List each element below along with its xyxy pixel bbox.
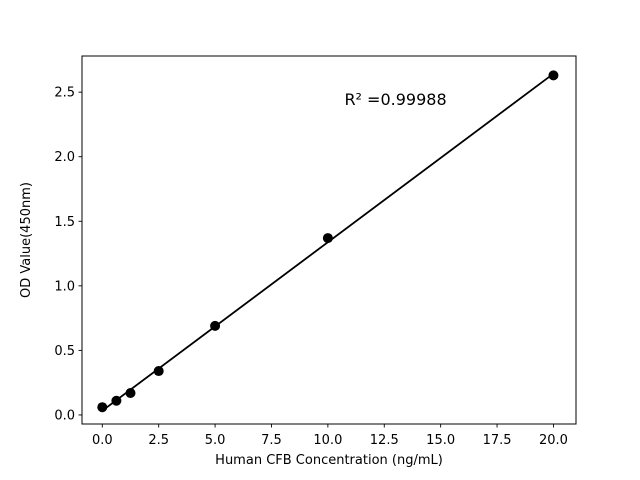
data-point — [125, 388, 136, 399]
data-point — [97, 402, 108, 413]
x-axis-label: Human CFB Concentration (ng/mL) — [215, 453, 443, 468]
plot-border — [81, 55, 577, 425]
x-tick-label: 20.0 — [539, 433, 568, 448]
data-point — [548, 70, 559, 81]
y-tick-label: 1.0 — [54, 279, 75, 294]
y-axis-label: OD Value(450nm) — [19, 182, 34, 298]
y-tick-label: 2.5 — [54, 86, 75, 101]
y-tick-label: 1.5 — [54, 215, 75, 230]
y-tick-label: 0.5 — [54, 344, 75, 359]
x-tick-label: 12.5 — [370, 433, 399, 448]
data-point — [210, 320, 221, 331]
x-tick-label: 10.0 — [313, 433, 342, 448]
x-tick-label: 0.0 — [92, 433, 113, 448]
data-point — [322, 233, 333, 244]
x-tick-label: 7.5 — [261, 433, 282, 448]
x-tick-label: 15.0 — [426, 433, 455, 448]
y-tick-label: 2.0 — [54, 150, 75, 165]
y-tick-label: 0.0 — [54, 408, 75, 423]
data-point — [153, 366, 164, 377]
x-tick-label: 5.0 — [205, 433, 226, 448]
x-tick-label: 17.5 — [483, 433, 512, 448]
data-point — [111, 395, 122, 406]
x-tick-label: 2.5 — [148, 433, 169, 448]
r-squared-annotation: R² =0.99988 — [344, 90, 446, 109]
